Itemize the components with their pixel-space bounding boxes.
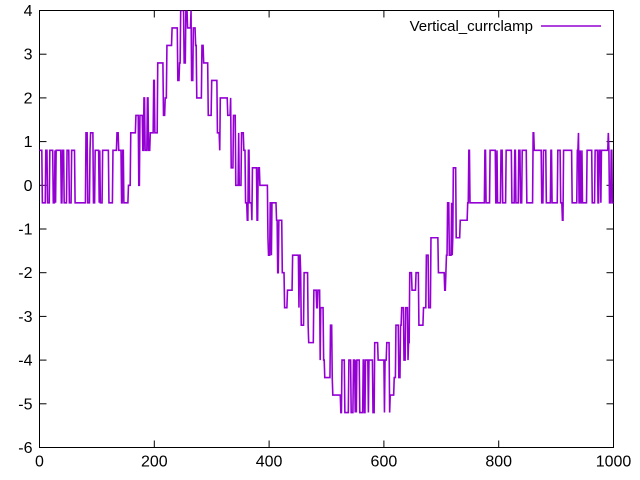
legend: Vertical_currclamp bbox=[410, 18, 601, 35]
y-tick-label: 0 bbox=[24, 178, 33, 195]
x-tick-label: 800 bbox=[485, 454, 512, 471]
y-tick-label: 3 bbox=[24, 47, 33, 64]
y-tick-label: 1 bbox=[24, 134, 33, 151]
y-tick-label: 4 bbox=[24, 3, 33, 20]
y-tick-label: -3 bbox=[18, 309, 32, 326]
x-tick-label: 0 bbox=[35, 454, 44, 471]
plot-border bbox=[39, 10, 614, 448]
y-tick-label: -1 bbox=[18, 222, 32, 239]
legend-label: Vertical_currclamp bbox=[410, 18, 533, 35]
y-tick-label: -6 bbox=[18, 440, 32, 457]
y-tick-label: 2 bbox=[24, 90, 33, 107]
y-tick-label: -4 bbox=[18, 353, 32, 370]
axis-tick-labels: 0 200 400 600 800 1000 -6 -5 -4 -3 -2 -1 0 1 2 3 4 bbox=[18, 3, 631, 471]
x-tick-label: 200 bbox=[141, 454, 168, 471]
series-line-vertical-currclamp bbox=[39, 10, 614, 414]
x-tick-label: 600 bbox=[371, 454, 398, 471]
y-tick-label: -5 bbox=[18, 396, 32, 413]
x-tick-label: 1000 bbox=[596, 454, 632, 471]
axis-ticks bbox=[39, 10, 614, 448]
y-tick-label: -2 bbox=[18, 265, 32, 282]
x-tick-label: 400 bbox=[256, 454, 283, 471]
